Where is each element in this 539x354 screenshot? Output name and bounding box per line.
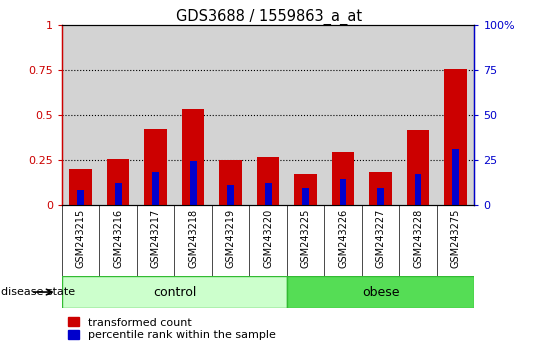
Bar (212, 25, 250, 205)
Text: obese: obese (362, 286, 399, 298)
Bar (62, 25, 100, 205)
Bar (115, 183, 122, 205)
Text: GSM243220: GSM243220 (263, 209, 273, 268)
Text: GSM243228: GSM243228 (413, 209, 423, 268)
Bar (302, 188, 309, 205)
Bar (257, 158, 279, 205)
Bar (144, 130, 167, 205)
Bar (324, 25, 362, 205)
Bar (190, 161, 197, 205)
Text: GSM243215: GSM243215 (75, 209, 86, 268)
Bar (287, 25, 324, 205)
Bar (399, 25, 437, 205)
Text: GSM243217: GSM243217 (151, 209, 161, 268)
Text: GSM243227: GSM243227 (376, 209, 385, 268)
Bar (340, 179, 347, 205)
FancyBboxPatch shape (62, 276, 287, 308)
Bar (70, 169, 92, 205)
Bar (175, 25, 212, 205)
Bar (407, 130, 430, 205)
Text: control: control (153, 286, 196, 298)
Bar (444, 69, 467, 205)
FancyBboxPatch shape (287, 276, 474, 308)
Text: disease state: disease state (1, 287, 75, 297)
Text: GSM243225: GSM243225 (301, 209, 310, 268)
Bar (332, 152, 354, 205)
Bar (227, 184, 234, 205)
Bar (362, 25, 399, 205)
Bar (182, 109, 204, 205)
Bar (250, 25, 287, 205)
Bar (265, 183, 272, 205)
Bar (369, 172, 392, 205)
Text: GSM243275: GSM243275 (451, 209, 461, 268)
Bar (219, 160, 242, 205)
Bar (437, 25, 474, 205)
Text: GSM243218: GSM243218 (188, 209, 198, 268)
Bar (107, 159, 129, 205)
Bar (452, 149, 459, 205)
Legend: transformed count, percentile rank within the sample: transformed count, percentile rank withi… (67, 317, 275, 340)
Bar (78, 190, 84, 205)
Bar (294, 174, 317, 205)
Text: GSM243219: GSM243219 (226, 209, 236, 268)
Text: GSM243226: GSM243226 (338, 209, 348, 268)
Bar (137, 25, 175, 205)
Text: GSM243216: GSM243216 (113, 209, 123, 268)
Text: GDS3688 / 1559863_a_at: GDS3688 / 1559863_a_at (176, 9, 363, 25)
Bar (377, 188, 384, 205)
Bar (100, 25, 137, 205)
Bar (414, 174, 421, 205)
Bar (153, 172, 159, 205)
